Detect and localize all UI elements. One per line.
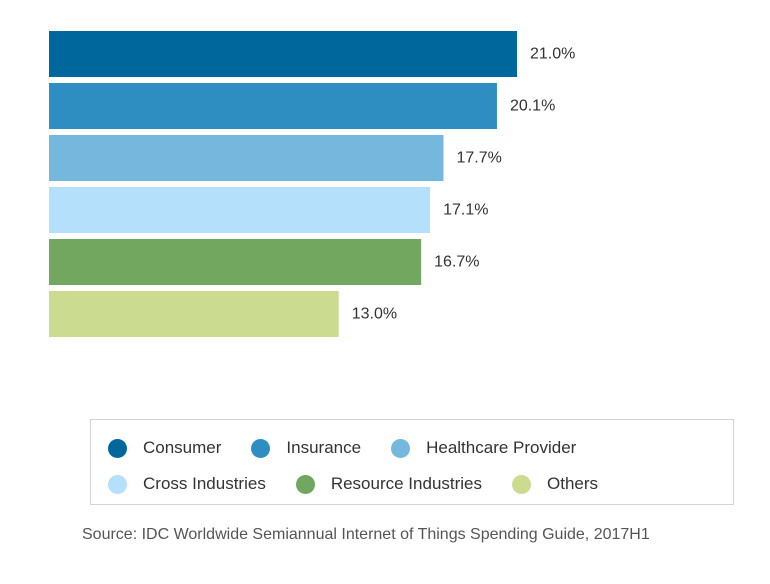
- data-label-resource-industries: 16.7%: [434, 254, 479, 271]
- legend-swatch-others: [512, 474, 532, 494]
- legend-item-consumer: Consumer: [108, 438, 221, 458]
- legend-swatch-consumer: [108, 438, 127, 458]
- data-label-healthcare-provider: 17.7%: [456, 150, 501, 167]
- data-label-cross-industries: 17.1%: [443, 202, 488, 219]
- legend-swatch-cross-industries: [108, 474, 127, 494]
- bar-healthcare-provider: [49, 135, 444, 181]
- bar-consumer: [49, 31, 517, 77]
- chart-legend: Consumer Insurance Healthcare Provider C…: [90, 419, 734, 505]
- legend-item-cross-industries: Cross Industries: [108, 474, 266, 494]
- bar-others: [49, 291, 339, 337]
- bar-resource-industries: [49, 239, 422, 285]
- legend-label-others: Others: [547, 474, 599, 493]
- legend-row: Consumer Insurance Healthcare Provider: [108, 430, 733, 466]
- legend-swatch-healthcare-provider: [391, 438, 411, 458]
- bar-cross-industries: [49, 187, 431, 233]
- legend-row: Cross Industries Resource Industries Oth…: [108, 466, 733, 502]
- legend-item-healthcare-provider: Healthcare Provider: [391, 438, 576, 458]
- data-label-others: 13.0%: [352, 306, 397, 323]
- legend-swatch-resource-industries: [295, 474, 315, 494]
- data-label-insurance: 20.1%: [510, 98, 555, 115]
- source-note: Source: IDC Worldwide Semiannual Interne…: [82, 526, 650, 543]
- legend-label-insurance: Insurance: [286, 438, 362, 457]
- legend-label-cross-industries: Cross Industries: [143, 474, 266, 493]
- legend-item-others: Others: [512, 474, 598, 494]
- bar-chart: 21.0% 20.1% 17.7% 17.1% 16.7% 13.0%: [49, 31, 575, 337]
- legend-item-resource-industries: Resource Industries: [295, 474, 483, 494]
- data-label-consumer: 21.0%: [530, 46, 575, 63]
- bar-insurance: [49, 83, 497, 129]
- legend-item-insurance: Insurance: [251, 438, 361, 458]
- legend-label-healthcare-provider: Healthcare Provider: [426, 438, 577, 457]
- legend-swatch-insurance: [251, 438, 271, 458]
- chart-area: 21.0% 20.1% 17.7% 17.1% 16.7% 13.0%: [49, 31, 575, 337]
- legend-label-resource-industries: Resource Industries: [330, 474, 483, 493]
- legend-label-consumer: Consumer: [143, 438, 222, 457]
